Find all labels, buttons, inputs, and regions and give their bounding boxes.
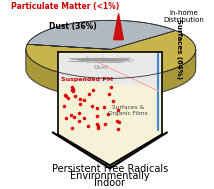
Point [83,98,86,101]
Point [102,105,105,108]
Polygon shape [27,44,111,49]
Text: Dust (36%): Dust (36%) [49,22,97,31]
Text: Indoor: Indoor [94,178,125,188]
Point [91,88,95,91]
Point [73,94,77,97]
Point [86,124,89,127]
Point [79,97,82,100]
Point [72,116,76,119]
Point [62,104,65,107]
Point [96,125,100,128]
Point [64,117,68,120]
Polygon shape [27,20,175,49]
Point [116,119,119,122]
Text: Suspended PM: Suspended PM [61,77,113,82]
Point [70,127,73,130]
Polygon shape [26,49,196,98]
Point [78,111,81,114]
Point [82,116,86,119]
Text: Surfaces (64%): Surfaces (64%) [176,19,182,79]
Point [95,107,99,110]
Point [71,87,75,90]
Point [65,94,68,98]
Polygon shape [26,31,196,78]
Point [71,85,74,88]
Point [96,126,100,129]
Point [109,86,113,89]
Text: In-home
Distribution: In-home Distribution [164,10,205,23]
Polygon shape [58,52,162,165]
Point [106,113,110,116]
Text: Environmentally: Environmentally [70,171,150,181]
Point [64,93,67,96]
Point [70,88,73,91]
Polygon shape [60,54,160,86]
Text: Persistent Free Radicals: Persistent Free Radicals [52,164,168,174]
Point [108,93,111,96]
Point [69,114,72,117]
Point [78,120,81,123]
Polygon shape [26,50,196,98]
Point [96,115,99,118]
Point [95,122,99,125]
Point [71,89,75,92]
Text: Surfaces &
Organic Films: Surfaces & Organic Films [108,105,148,116]
Point [91,105,94,108]
Point [117,120,120,123]
Point [116,109,119,112]
Text: Dust: Dust [94,65,108,70]
Point [117,128,120,131]
Point [103,123,107,126]
Point [111,99,114,102]
Point [79,102,82,105]
Polygon shape [114,14,123,40]
Point [87,92,91,95]
Text: Particulate Matter (<1%): Particulate Matter (<1%) [11,2,120,11]
Point [67,96,70,99]
